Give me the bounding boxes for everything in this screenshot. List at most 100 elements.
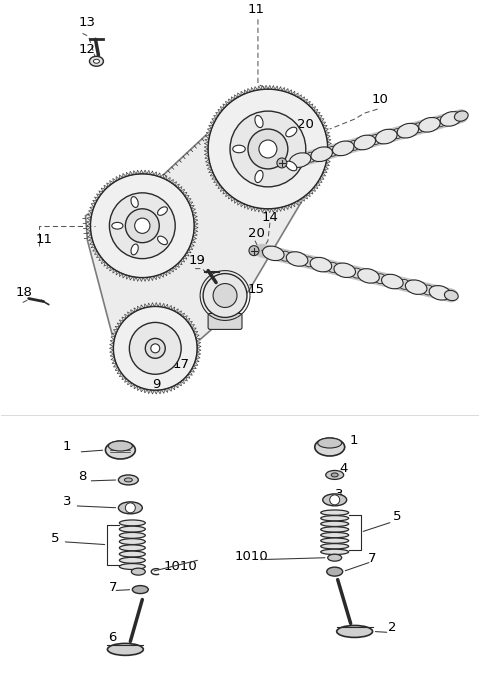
Polygon shape [170, 179, 173, 184]
Ellipse shape [323, 494, 347, 506]
Text: 12: 12 [79, 43, 96, 57]
Text: 11: 11 [36, 233, 53, 246]
Circle shape [203, 274, 247, 317]
Ellipse shape [321, 521, 348, 526]
Polygon shape [147, 303, 151, 307]
Text: 8: 8 [79, 470, 87, 483]
Polygon shape [234, 94, 238, 99]
Polygon shape [268, 209, 271, 213]
Polygon shape [275, 208, 278, 212]
Polygon shape [209, 169, 213, 173]
Polygon shape [193, 219, 198, 222]
Polygon shape [86, 224, 91, 228]
Circle shape [249, 246, 259, 255]
Polygon shape [204, 142, 208, 146]
Polygon shape [216, 113, 220, 116]
Ellipse shape [321, 510, 348, 516]
Circle shape [330, 495, 340, 505]
Polygon shape [214, 115, 218, 119]
Ellipse shape [328, 554, 342, 561]
Polygon shape [109, 343, 114, 346]
Polygon shape [218, 185, 222, 189]
Circle shape [87, 171, 197, 280]
Polygon shape [109, 346, 113, 350]
Ellipse shape [354, 135, 375, 150]
Polygon shape [216, 182, 220, 185]
Polygon shape [113, 269, 116, 273]
Polygon shape [96, 254, 101, 257]
Polygon shape [168, 387, 171, 392]
Polygon shape [204, 152, 208, 156]
Polygon shape [328, 149, 332, 152]
Polygon shape [186, 374, 190, 378]
Polygon shape [88, 214, 92, 217]
Polygon shape [261, 208, 264, 212]
Circle shape [135, 218, 150, 233]
Circle shape [125, 503, 135, 513]
Polygon shape [205, 156, 209, 159]
Ellipse shape [286, 127, 297, 137]
Polygon shape [206, 132, 211, 135]
Ellipse shape [327, 567, 343, 576]
Polygon shape [134, 308, 137, 312]
Polygon shape [88, 210, 93, 214]
Polygon shape [164, 272, 167, 276]
Polygon shape [161, 303, 165, 307]
Polygon shape [231, 97, 235, 101]
Polygon shape [86, 228, 91, 231]
Ellipse shape [321, 527, 348, 532]
Ellipse shape [286, 252, 308, 266]
Text: 4: 4 [340, 462, 348, 475]
Ellipse shape [374, 274, 386, 284]
Ellipse shape [112, 222, 123, 229]
Polygon shape [264, 85, 268, 89]
Polygon shape [190, 369, 194, 372]
Polygon shape [248, 205, 251, 210]
Polygon shape [189, 202, 193, 206]
Text: 20: 20 [297, 118, 314, 131]
Polygon shape [101, 188, 105, 192]
Polygon shape [171, 307, 175, 311]
Ellipse shape [321, 538, 348, 543]
Ellipse shape [124, 478, 132, 482]
Polygon shape [165, 388, 168, 392]
Polygon shape [144, 304, 147, 308]
Ellipse shape [382, 274, 403, 288]
Polygon shape [275, 86, 278, 90]
Polygon shape [183, 192, 187, 196]
Polygon shape [207, 129, 212, 132]
Polygon shape [178, 187, 182, 191]
Polygon shape [205, 139, 209, 142]
Polygon shape [99, 257, 103, 261]
Text: 9: 9 [152, 378, 161, 391]
Polygon shape [161, 389, 165, 394]
Ellipse shape [358, 269, 379, 283]
Polygon shape [117, 370, 121, 373]
Polygon shape [309, 104, 313, 108]
Polygon shape [301, 97, 304, 101]
Polygon shape [86, 220, 91, 224]
Polygon shape [278, 207, 282, 212]
Polygon shape [258, 208, 261, 212]
Polygon shape [327, 142, 332, 146]
Polygon shape [212, 119, 216, 122]
Polygon shape [107, 264, 110, 269]
Polygon shape [147, 277, 150, 281]
Circle shape [145, 338, 165, 359]
Polygon shape [231, 197, 235, 202]
Polygon shape [109, 181, 113, 185]
Polygon shape [325, 163, 330, 166]
Polygon shape [110, 354, 114, 357]
Ellipse shape [120, 557, 145, 563]
Polygon shape [188, 321, 192, 325]
Ellipse shape [120, 520, 145, 526]
Polygon shape [109, 267, 113, 271]
Ellipse shape [321, 549, 348, 555]
Polygon shape [90, 241, 94, 245]
Polygon shape [212, 176, 216, 179]
Polygon shape [190, 206, 194, 208]
Polygon shape [186, 318, 190, 322]
Ellipse shape [434, 117, 446, 127]
Polygon shape [126, 275, 129, 279]
Ellipse shape [305, 152, 317, 162]
